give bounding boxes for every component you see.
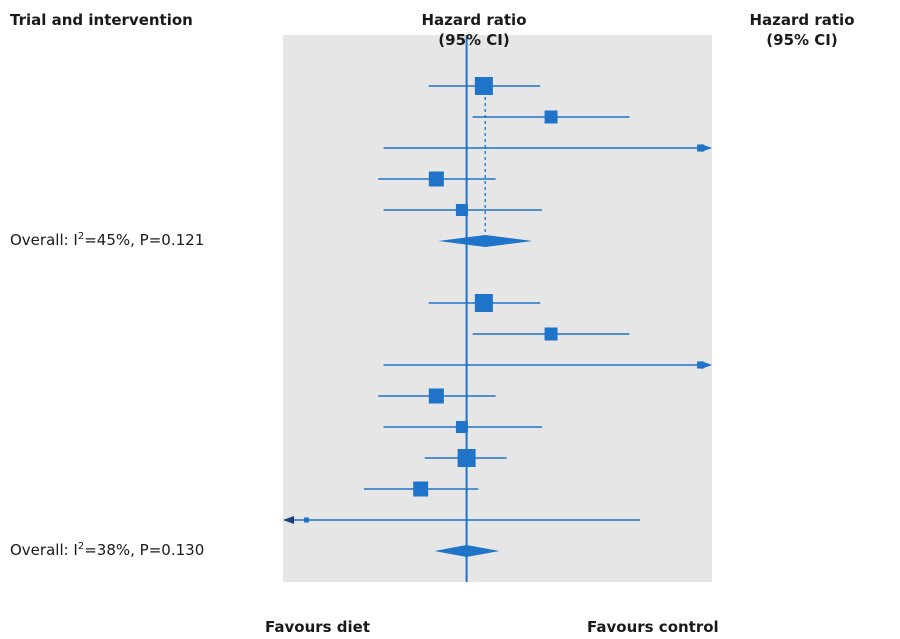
overall-label: Overall: I2=38%, P=0.130 <box>10 541 204 559</box>
point-estimate-box <box>304 517 310 523</box>
point-estimate-box <box>428 388 444 404</box>
point-estimate-box <box>455 421 468 433</box>
header-hazard-ratio-plot: Hazard ratio (95% CI) <box>421 11 527 49</box>
overall-label: Overall: I2=45%, P=0.121 <box>10 231 204 249</box>
point-estimate-box <box>428 171 444 187</box>
header-trial: Trial and intervention <box>10 11 193 29</box>
overall-label-superscript: 2 <box>77 541 85 552</box>
point-estimate-box <box>455 204 468 216</box>
overall-diamond <box>438 235 533 247</box>
header-hazard-ratio-text: Hazard ratio (95% CI) <box>749 11 855 49</box>
point-estimate-box <box>697 144 705 152</box>
overall-label-prefix: Overall: I <box>10 231 78 249</box>
overall-label-prefix: Overall: I <box>10 541 78 559</box>
overall-diamond <box>434 545 500 557</box>
point-estimate-box <box>474 77 493 95</box>
point-estimate-box <box>697 361 705 369</box>
point-estimate-box <box>474 294 493 312</box>
overall-label-suffix: =45%, P=0.121 <box>84 231 205 249</box>
point-estimate-box <box>413 481 429 497</box>
point-estimate-box <box>544 110 558 124</box>
point-estimate-box <box>457 449 476 467</box>
ci-arrow-left <box>283 516 294 524</box>
favours-diet-label: Favours diet <box>265 618 371 636</box>
plot-panel <box>283 35 712 582</box>
point-estimate-box <box>544 327 558 341</box>
favours-control-label: Favours control <box>587 618 719 636</box>
overall-label-superscript: 2 <box>77 231 85 242</box>
overall-label-suffix: =38%, P=0.130 <box>84 541 205 559</box>
